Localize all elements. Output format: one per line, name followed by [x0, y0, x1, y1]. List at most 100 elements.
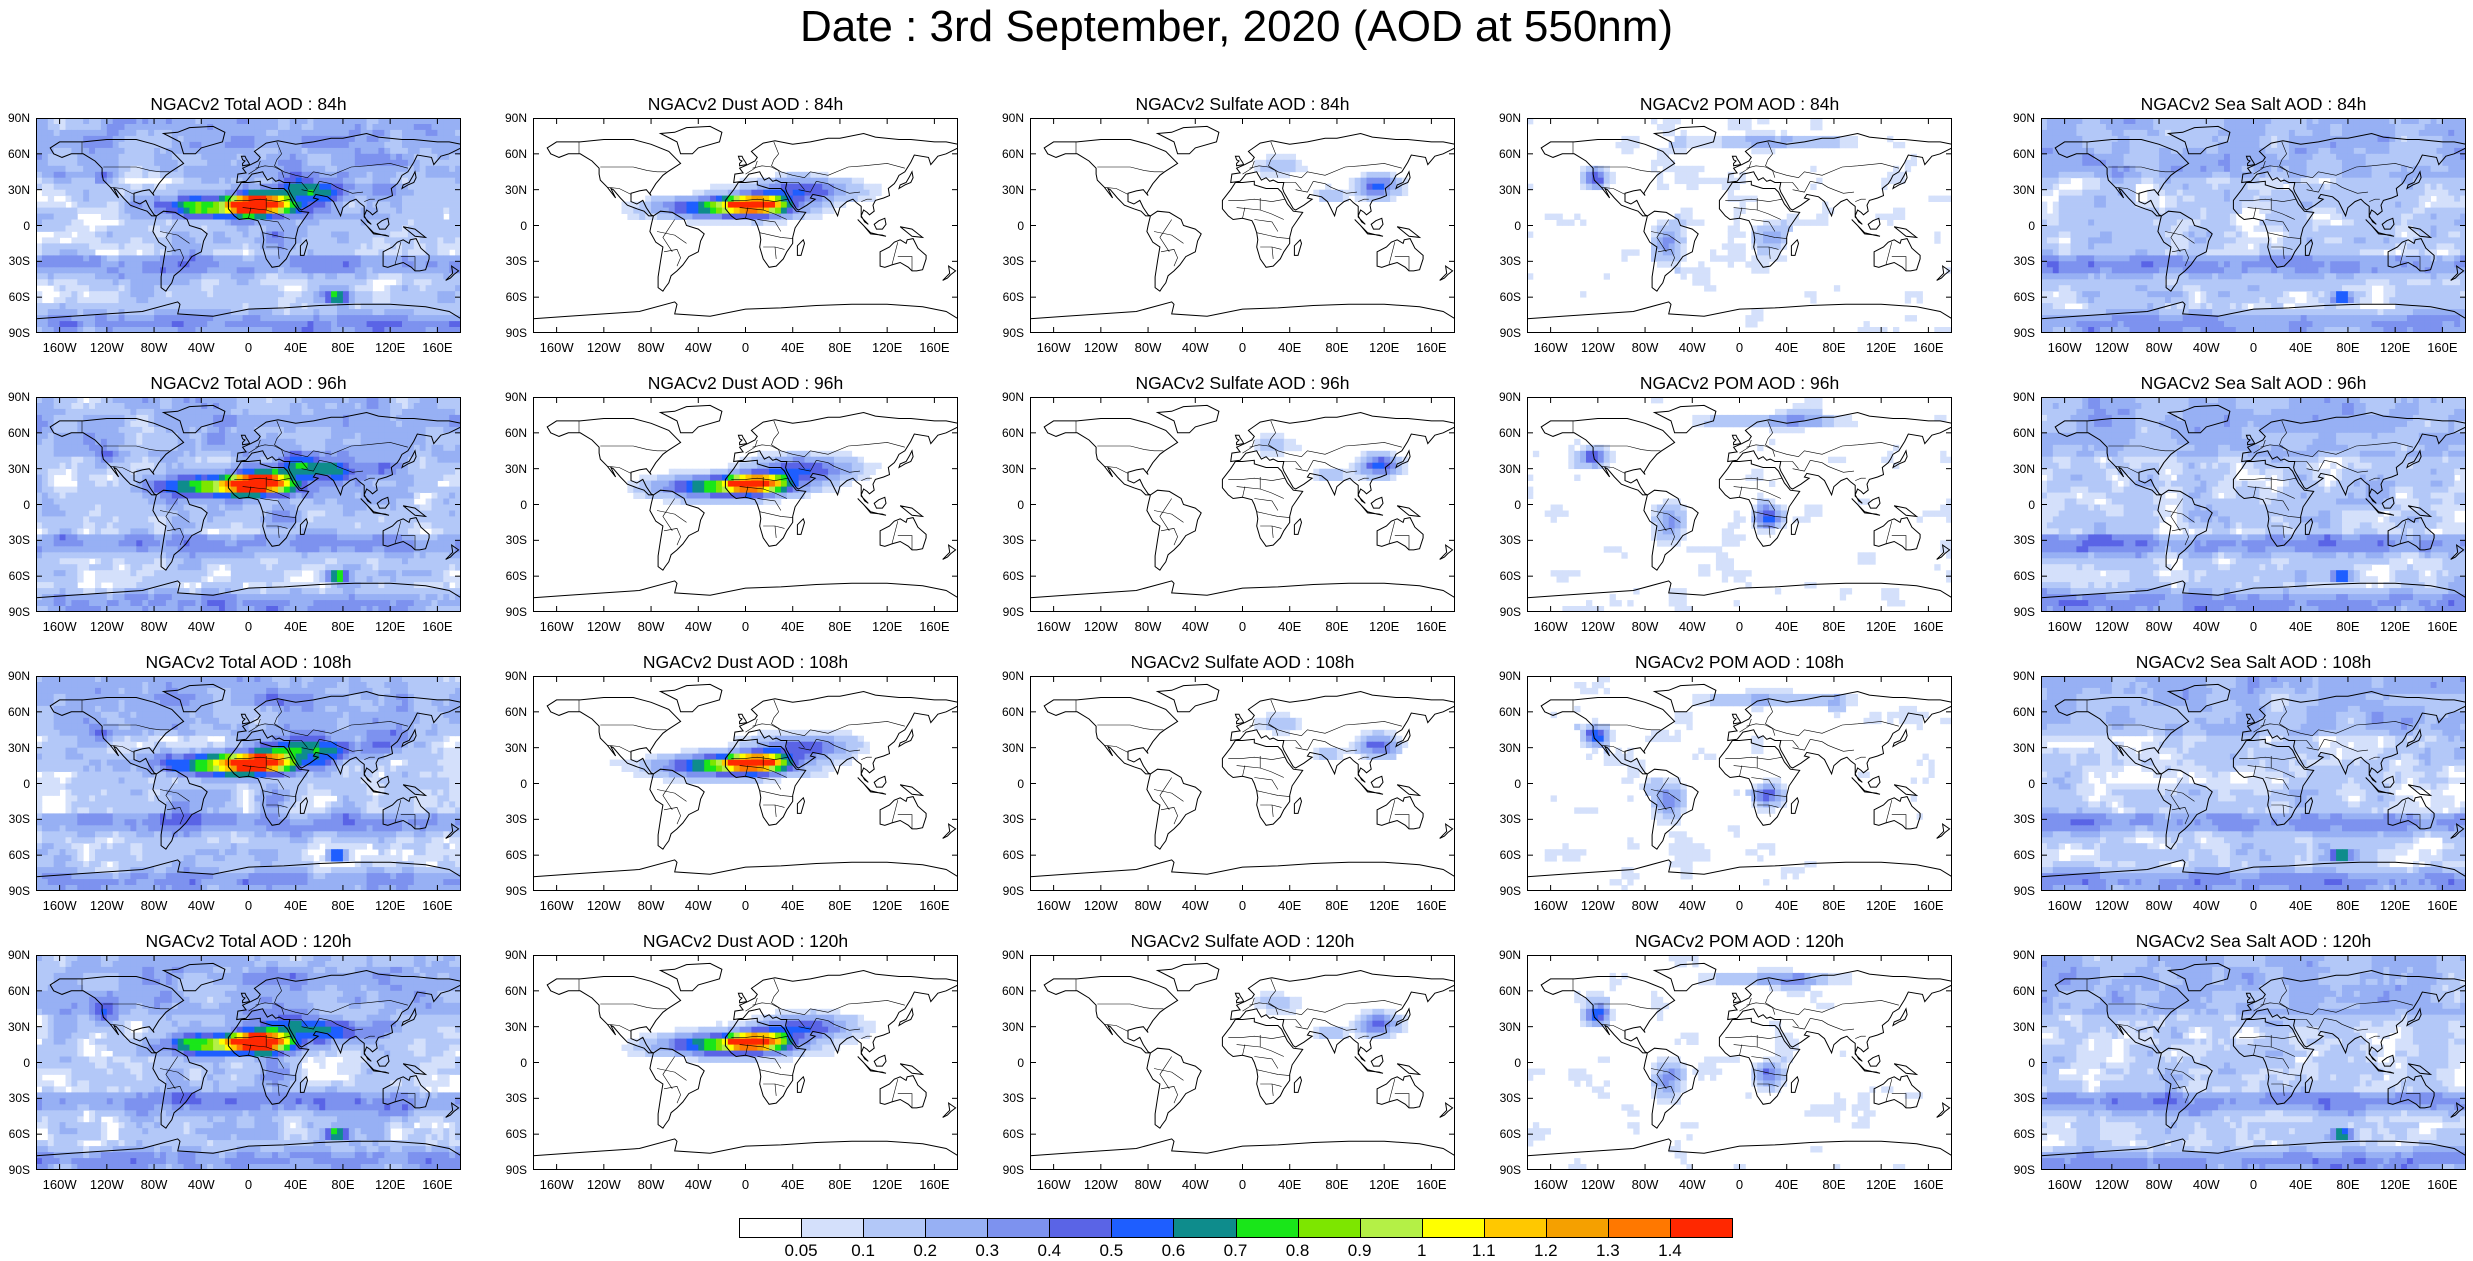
lat-tick-label: 60N — [984, 705, 1024, 719]
lat-tick-label: 90N — [1995, 948, 2035, 962]
lon-tick-label: 40W — [2181, 1177, 2231, 1193]
aod-field — [609, 729, 870, 784]
aod-map — [1030, 676, 1455, 891]
country-border — [2282, 804, 2285, 817]
aod-map — [36, 397, 461, 612]
antarctica-outline — [1527, 301, 1952, 320]
lat-tick-label: 30N — [1481, 183, 1521, 197]
country-border — [1601, 187, 1626, 195]
lon-tick-label: 0 — [2229, 619, 2279, 635]
south-america-outline — [1643, 210, 1699, 292]
axis-ticks — [533, 676, 958, 891]
country-border — [786, 740, 805, 748]
south-america-outline — [649, 768, 705, 850]
borneo-outline — [376, 1054, 390, 1067]
country-border — [103, 166, 170, 173]
country-border — [1242, 765, 1246, 777]
colorbar-swatch — [1235, 1218, 1299, 1238]
coastlines — [533, 962, 958, 1157]
lon-tick-label: 120E — [365, 1177, 415, 1193]
lat-tick-label: 90S — [487, 605, 527, 619]
lat-tick-label: 30S — [1995, 533, 2035, 547]
coastlines — [1030, 404, 1455, 599]
madagascar-outline — [796, 796, 806, 814]
australia-outline — [879, 796, 927, 830]
country-border — [1104, 187, 1129, 195]
lon-tick-label: 160W — [1029, 898, 1079, 914]
country-border — [289, 1019, 308, 1027]
axis-ticks — [1527, 118, 1952, 333]
country-border — [774, 804, 777, 817]
lon-tick-label: 160E — [1406, 340, 1456, 356]
lat-tick-label: 30S — [487, 254, 527, 268]
country-border — [2260, 165, 2290, 178]
lon-tick-label: 80W — [1620, 340, 1670, 356]
madagascar-outline — [2304, 238, 2314, 256]
uk-outline — [240, 434, 251, 446]
country-border — [1097, 724, 1164, 731]
country-border — [1153, 1068, 1184, 1081]
lon-tick-label: 40W — [673, 1177, 723, 1193]
uk-outline — [2245, 713, 2256, 725]
country-border — [364, 477, 375, 481]
country-border — [2369, 1035, 2380, 1039]
borneo-outline — [376, 217, 390, 230]
madagascar-outline — [1790, 796, 1800, 814]
country-border — [1657, 807, 1675, 825]
country-border — [248, 160, 261, 175]
colorbar-swatch — [1359, 1218, 1423, 1238]
aod-map — [1030, 118, 1455, 333]
north-america-outline — [1043, 697, 1179, 775]
country-border — [1097, 166, 1164, 173]
lon-tick-label: 40E — [1265, 898, 1315, 914]
lat-tick-label: 30S — [487, 1091, 527, 1105]
coastlines — [1527, 962, 1952, 1157]
country-border — [1656, 1056, 1669, 1089]
country-border — [1725, 477, 1783, 481]
lon-tick-label: 160W — [1526, 898, 1576, 914]
new-guinea-outline — [899, 226, 925, 239]
aod-field — [36, 397, 461, 612]
country-border — [759, 790, 793, 797]
country-border — [165, 219, 178, 252]
country-border — [798, 1018, 817, 1030]
country-border — [1601, 745, 1626, 753]
lon-tick-label: 120W — [1076, 1177, 1126, 1193]
japan-outline — [2406, 728, 2422, 748]
uk-outline — [737, 434, 748, 446]
colorbar-label: 1.2 — [1521, 1242, 1571, 1260]
lat-tick-label: 60S — [487, 290, 527, 304]
country-border — [159, 789, 190, 802]
lon-tick-label: 80E — [2323, 619, 2373, 635]
country-border — [274, 141, 408, 179]
colorbar-swatch — [1173, 1218, 1237, 1238]
lon-tick-label: 40E — [1762, 1177, 1812, 1193]
country-border — [1358, 477, 1369, 481]
south-america-outline — [152, 210, 208, 292]
country-border — [2282, 246, 2285, 259]
lat-tick-label: 90S — [0, 326, 30, 340]
country-border — [2239, 477, 2297, 481]
country-border — [1242, 439, 1255, 454]
lon-tick-label: 0 — [1715, 1177, 1765, 1193]
north-america-outline — [546, 976, 682, 1054]
colorbar-swatch — [925, 1218, 989, 1238]
aod-map — [36, 676, 461, 891]
country-border — [2267, 511, 2301, 518]
country-border — [1885, 521, 1893, 544]
new-guinea-outline — [1396, 1063, 1422, 1076]
country-border — [656, 231, 687, 244]
africa-outline — [724, 738, 807, 826]
lat-tick-label: 0 — [1481, 1056, 1521, 1070]
lon-tick-label: 160W — [2040, 340, 2090, 356]
country-border — [1283, 461, 1302, 469]
aod-map — [533, 397, 958, 612]
japan-outline — [1892, 449, 1908, 469]
country-border — [600, 1003, 667, 1010]
borneo-outline — [1370, 1054, 1384, 1067]
country-border — [1739, 765, 1743, 777]
lon-tick-label: 160W — [2040, 898, 2090, 914]
country-border — [1739, 207, 1743, 219]
country-border — [1650, 1068, 1681, 1081]
map-frame — [1030, 118, 1455, 333]
